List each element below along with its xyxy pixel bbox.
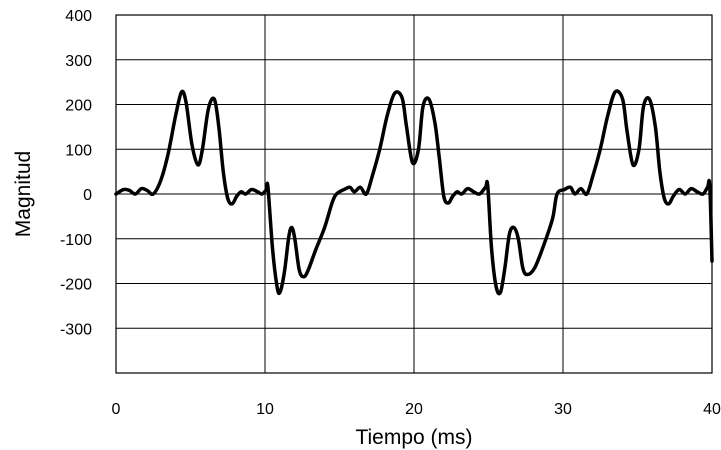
- y-tick-label: 100: [65, 142, 92, 159]
- x-axis-ticks: 0 10 20 30 40: [112, 401, 721, 418]
- x-tick-label: 30: [554, 401, 572, 418]
- y-tick-label: 200: [65, 98, 92, 115]
- grid-lines: [116, 15, 712, 373]
- y-axis-title: Magnitud: [12, 151, 35, 237]
- x-tick-label: 20: [405, 401, 423, 418]
- x-axis-title: Tiempo (ms): [355, 426, 472, 449]
- x-tick-label: 10: [256, 401, 274, 418]
- y-tick-label: -100: [60, 232, 92, 249]
- y-tick-label: 300: [65, 53, 92, 70]
- y-tick-label: 400: [65, 8, 92, 25]
- y-tick-label: -200: [60, 277, 92, 294]
- y-tick-label: -300: [60, 321, 92, 338]
- x-tick-label: 0: [112, 401, 121, 418]
- x-tick-label: 40: [703, 401, 721, 418]
- y-tick-label: 0: [83, 187, 92, 204]
- series-line: [114, 89, 714, 296]
- y-axis-ticks: 400 300 200 100 0 -100 -200 -300: [60, 8, 92, 338]
